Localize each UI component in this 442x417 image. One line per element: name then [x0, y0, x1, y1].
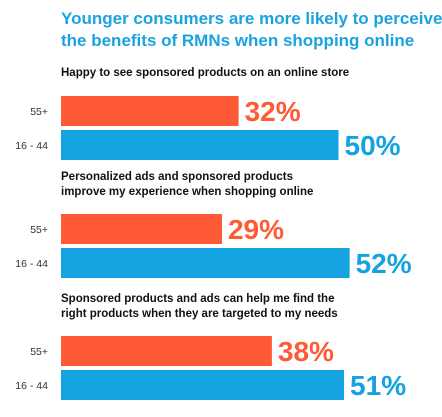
category-label: 16 - 44 [15, 380, 48, 392]
bar [61, 214, 222, 244]
bar [61, 336, 272, 366]
bar [61, 130, 339, 160]
category-label: 55+ [30, 224, 48, 236]
bar [61, 96, 239, 126]
chart-title-line-2: the benefits of RMNs when shopping onlin… [61, 31, 414, 50]
value-label: 50% [345, 130, 401, 161]
category-label: 55+ [30, 106, 48, 118]
value-label: 52% [356, 248, 412, 279]
question-label: Personalized ads and sponsored products [61, 171, 293, 183]
question-label: right products when they are targeted to… [61, 308, 338, 320]
value-label: 51% [350, 370, 406, 401]
bar [61, 370, 345, 400]
chart-title-line-1: Younger consumers are more likely to per… [61, 9, 442, 28]
value-label: 32% [245, 96, 301, 127]
bar [61, 248, 350, 278]
value-label: 29% [228, 214, 284, 245]
question-label: improve my experience when shopping onli… [61, 186, 313, 198]
category-label: 16 - 44 [15, 258, 48, 270]
question-label: Sponsored products and ads can help me f… [61, 293, 334, 305]
question-label: Happy to see sponsored products on an on… [61, 67, 349, 79]
category-label: 16 - 44 [15, 140, 48, 152]
category-label: 55+ [30, 346, 48, 358]
value-label: 38% [278, 336, 334, 367]
